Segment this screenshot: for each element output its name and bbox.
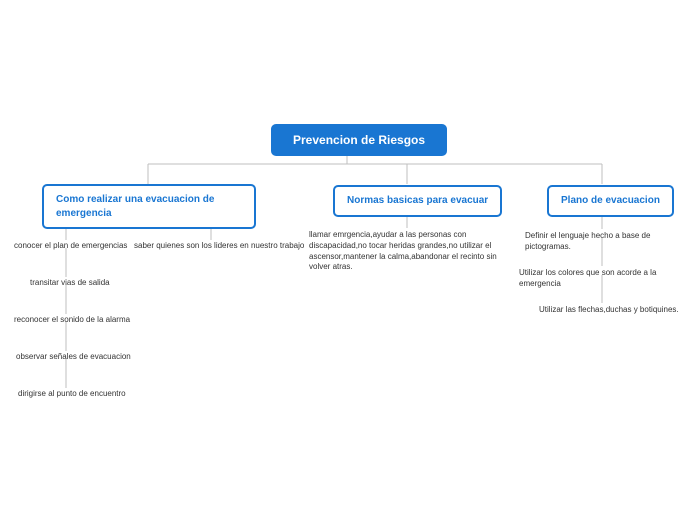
- leaf-definir-lenguaje: Definir el lenguaje hecho a base de pict…: [525, 231, 696, 253]
- leaf-utilizar-colores: Utilizar los colores que son acorde a la…: [519, 268, 696, 290]
- leaf-saber-lideres: saber quienes son los lideres en nuestro…: [134, 241, 304, 252]
- branch-normas-basicas[interactable]: Normas basicas para evacuar: [333, 185, 502, 217]
- branch-plano-evacuacion[interactable]: Plano de evacuacion: [547, 185, 674, 217]
- leaf-llamar-emergencia: llamar emrgencia,ayudar a las personas c…: [309, 230, 503, 273]
- branch-label: Plano de evacuacion: [561, 195, 660, 206]
- leaf-conocer-plan: conocer el plan de emergencias: [14, 241, 127, 252]
- leaf-dirigirse-punto: dirigirse al punto de encuentro: [18, 389, 126, 400]
- root-label: Prevencion de Riesgos: [293, 133, 425, 147]
- leaf-observar-senales: observar señales de evacuacion: [16, 352, 131, 363]
- leaf-utilizar-flechas: Utilizar las flechas,duchas y botiquines…: [539, 305, 679, 316]
- root-node[interactable]: Prevencion de Riesgos: [271, 124, 447, 156]
- branch-evacuacion-emergencia[interactable]: Como realizar una evacuacion de emergenc…: [42, 184, 256, 229]
- leaf-reconocer-sonido: reconocer el sonido de la alarma: [14, 315, 130, 326]
- branch-label: Como realizar una evacuacion de emergenc…: [56, 194, 214, 219]
- leaf-transitar: transitar vias de salida: [30, 278, 110, 289]
- branch-label: Normas basicas para evacuar: [347, 195, 488, 206]
